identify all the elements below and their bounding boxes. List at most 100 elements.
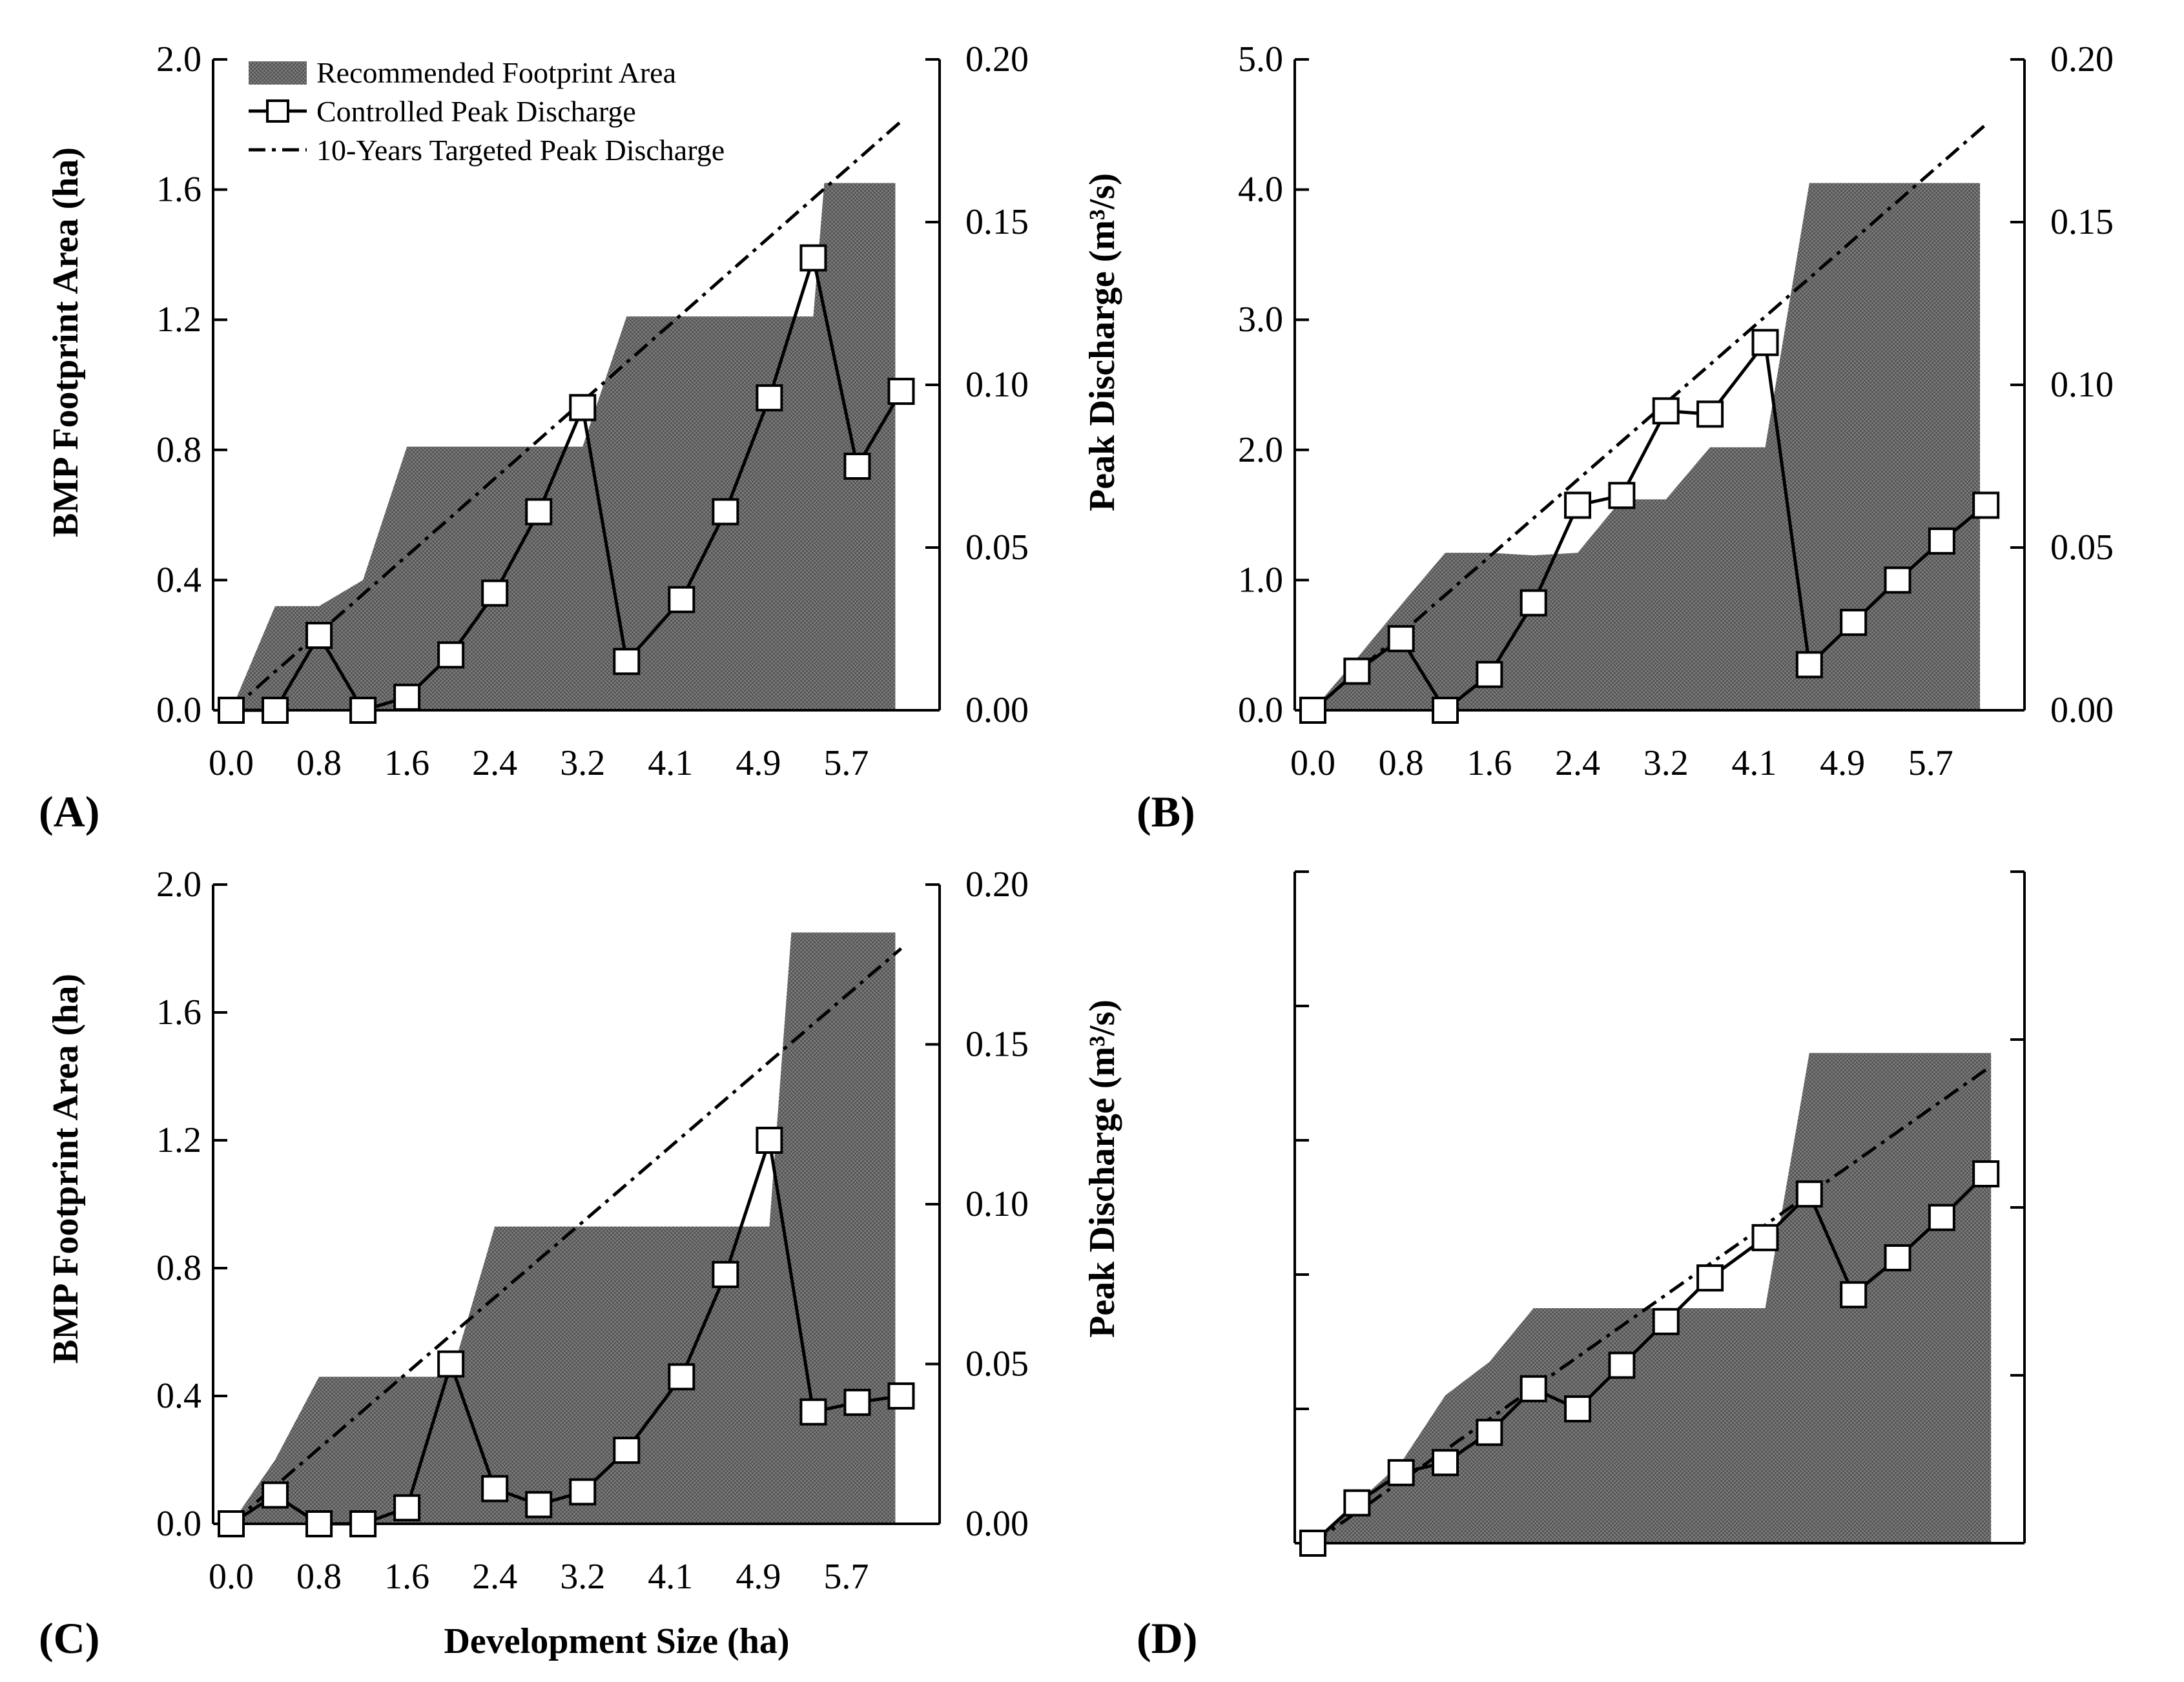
panel-a-footprint-area [231,183,896,710]
panel-a-controlled-peak-discharge-marker [613,648,641,675]
panel-b-controlled-peak-discharge-marker [1476,661,1503,688]
panel-a-left-tick-label: 0.0 [156,690,201,730]
panel-b-controlled-peak-discharge-marker [1343,657,1371,685]
panel-d-controlled-peak-discharge-marker [1476,1419,1503,1446]
panel-a-controlled-peak-discharge-line [231,251,903,712]
panel-a-left-axis-title: BMP Footprint Area (ha) [46,147,86,537]
panel-b-left-tick-label: 0.0 [1238,690,1283,730]
panel-c-controlled-peak-discharge-marker [756,1127,783,1154]
panel-d-controlled-peak-discharge-marker [1564,1395,1592,1422]
panel-d-controlled-peak-discharge-marker [1928,1204,1955,1231]
panel-c-x-tick-label: 1.6 [384,1557,429,1597]
panel-c-left-tick-label: 0.0 [156,1504,201,1544]
panel-b-right-tick-label: 0.20 [2050,39,2114,79]
panel-c-controlled-peak-discharge-marker [525,1491,553,1519]
panel-c-x-tick-label: 4.1 [648,1557,693,1597]
panel-b-controlled-peak-discharge-marker [1884,566,1911,594]
panel-b-controlled-peak-discharge-marker [1520,589,1547,617]
panel-c-x-tick-label: 3.2 [560,1557,605,1597]
panel-b-right-tick-label: 0.10 [2050,365,2114,405]
panel-a-right-tick-label: 0.15 [965,202,1029,242]
panel-b-x-tick-label: 0.8 [1379,743,1424,783]
panel-a-right-tick-label: 0.05 [965,528,1029,568]
panel-a-controlled-peak-discharge-marker [887,378,915,405]
panel-c-controlled-peak-discharge-marker [437,1350,465,1378]
panel-c-left-tick-label: 2.0 [156,865,201,905]
panel-c-right-tick-label: 0.05 [965,1344,1029,1384]
panel-b-left-tick-label: 1.0 [1238,560,1283,600]
panel-c-left-axis-title: BMP Footprint Area (ha) [46,974,86,1364]
panel-c-right-axis-title: Peak Discharge (m³/s) [1082,1000,1122,1338]
panel-b-controlled-peak-discharge-marker [1299,697,1326,724]
panel-a-controlled-peak-discharge-marker [218,697,245,724]
panel-a-controlled-peak-discharge-marker [481,579,509,607]
panel-b-controlled-peak-discharge-marker [1608,482,1636,509]
panel-label-d: (D) [1137,1614,1197,1663]
panel-a-left-tick-label: 0.8 [156,430,201,470]
panel-b-controlled-peak-discharge-marker [1928,527,1955,555]
panel-c-controlled-peak-discharge-marker [262,1481,289,1509]
panel-c-controlled-peak-discharge-marker [393,1494,421,1522]
panel-c-left-tick-label: 1.2 [156,1120,201,1160]
panel-c-controlled-peak-discharge-marker [481,1475,509,1503]
panel-c-right-tick-label: 0.00 [965,1504,1029,1544]
panel-c-controlled-peak-discharge-marker [569,1478,597,1506]
panel-a-left-tick-label: 2.0 [156,39,201,79]
panel-b-controlled-peak-discharge-marker [1840,608,1868,636]
panel-b-right-tick-label: 0.00 [2050,690,2114,730]
legend-controlled-marker [266,99,289,123]
panel-b-controlled-peak-discharge-marker [1652,397,1680,425]
panel-c-controlled-peak-discharge-line [230,1140,901,1526]
panel-b-x-tick-label: 2.4 [1555,743,1600,783]
panel-a-controlled-peak-discharge-marker [305,622,333,650]
panel-a: 0.0 0.4 0.8 1.2 1.6 2.0 0.00 0.05 0.10 0.15 0.20 0.… [156,39,1029,783]
panel-c-controlled-peak-discharge-marker [305,1510,333,1537]
panel-c-controlled-peak-discharge-marker [712,1260,739,1288]
panel-a-x-tick-label: 0.8 [296,743,342,783]
panel-a-right-tick-label: 0.00 [965,690,1029,730]
panel-b-x-tick-label: 3.2 [1643,743,1689,783]
panel-b-left-tick-label: 3.0 [1238,300,1283,340]
panel-b-x-tick-label: 4.1 [1731,743,1777,783]
panel-b-right-tick-label: 0.05 [2050,528,2114,568]
panel-c-right-tick-label: 0.10 [965,1184,1029,1224]
panel-a-left-tick-label: 1.6 [156,170,201,210]
panel-a-left-tick-label: 0.4 [156,560,201,600]
panel-d-controlled-peak-discharge-marker [1884,1244,1911,1271]
panel-a-x-tick-label: 4.1 [648,743,693,783]
panel-d-controlled-peak-discharge-marker [1652,1308,1680,1335]
panel-a-controlled-peak-discharge-marker [799,244,827,272]
panel-d-targeted-peak-discharge-line [1312,1068,1987,1545]
panel-c-left-tick-label: 0.4 [156,1376,201,1416]
legend-target-label: 10-Years Targeted Peak Discharge [316,134,725,167]
panel-d-controlled-peak-discharge-marker [1387,1459,1415,1486]
panel-d-controlled-peak-discharge-marker [1608,1351,1636,1379]
panel-c-x-tick-label: 5.7 [823,1557,869,1597]
panel-c-left-tick-label: 0.8 [156,1248,201,1288]
panel-b-footprint-area [1313,183,1981,710]
panel-b-controlled-peak-discharge-marker [1972,491,2000,519]
panel-a-controlled-peak-discharge-marker [843,453,871,480]
panel-b-controlled-peak-discharge-marker [1696,400,1724,428]
panel-d-controlled-peak-discharge-line [1312,1173,1987,1544]
panel-c-right-tick-label: 0.15 [965,1025,1029,1065]
panel-c-x-tick-label: 2.4 [472,1557,517,1597]
panel-a-x-tick-label: 1.6 [384,743,429,783]
panel-a-controlled-peak-discharge-marker [569,394,597,422]
panel-a-x-tick-label: 0.0 [209,743,254,783]
legend-area-swatch [249,61,307,85]
panel-d-controlled-peak-discharge-marker [1343,1489,1371,1517]
panel-c-x-tick-label: 0.8 [296,1557,342,1597]
panel-a-x-tick-label: 2.4 [472,743,517,783]
panel-a-right-tick-label: 0.10 [965,365,1029,405]
panel-d-controlled-peak-discharge-marker [1520,1375,1547,1402]
panel-d-controlled-peak-discharge-marker [1972,1160,2000,1187]
panel-c-footprint-area [231,932,896,1524]
panel-c-controlled-peak-discharge-marker [668,1363,695,1391]
panel-d-controlled-peak-discharge-marker [1751,1224,1779,1251]
panel-a-controlled-peak-discharge-marker [712,498,739,526]
panel-label-a: (A) [39,787,99,836]
panel-c-controlled-peak-discharge-marker [613,1437,641,1464]
panel-d-controlled-peak-discharge-marker [1840,1281,1868,1309]
panel-b-controlled-peak-discharge-marker [1751,329,1779,356]
